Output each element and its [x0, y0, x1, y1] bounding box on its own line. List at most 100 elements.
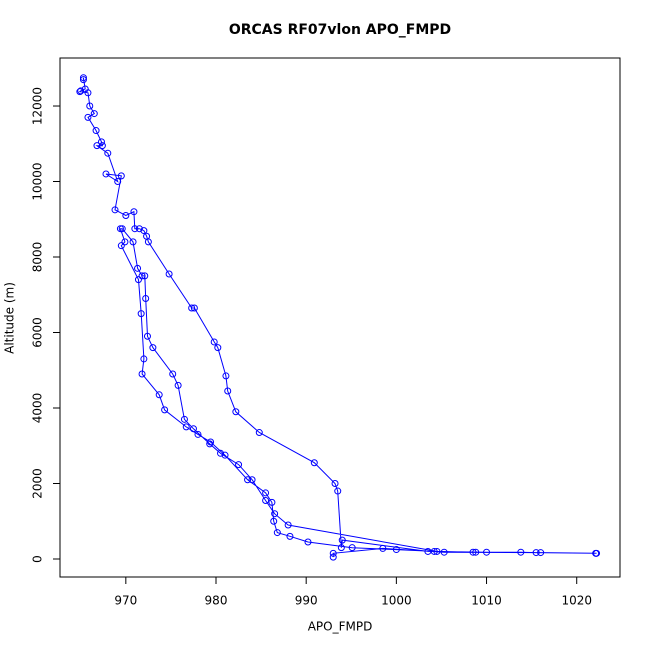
data-point — [248, 476, 256, 484]
data-point — [532, 549, 540, 557]
data-point — [92, 127, 100, 135]
data-point — [517, 548, 525, 556]
x-axis-label: APO_FMPD — [308, 620, 373, 634]
data-point — [174, 381, 182, 389]
data-point — [140, 227, 148, 235]
data-point — [142, 295, 150, 303]
data-point — [140, 355, 148, 363]
data-point — [116, 225, 124, 233]
data-point — [338, 536, 346, 544]
data-point — [118, 225, 126, 233]
y-axis-label: Altitude (m) — [3, 282, 17, 354]
data-point — [155, 391, 163, 399]
data-point — [255, 429, 263, 437]
data-point — [310, 459, 318, 467]
data-point — [161, 406, 169, 414]
data-point — [86, 102, 94, 110]
data-point — [79, 74, 87, 82]
data-point — [77, 87, 85, 95]
data-point — [284, 521, 292, 529]
data-point — [129, 238, 137, 246]
data-point — [270, 517, 278, 525]
data-point — [190, 304, 198, 312]
data-point — [138, 370, 146, 378]
y-tick-label: 8000 — [31, 242, 45, 273]
data-point — [271, 510, 279, 518]
data-point — [273, 529, 281, 537]
data-point — [117, 242, 125, 250]
data-point — [134, 276, 142, 284]
data-point — [469, 548, 477, 556]
data-point — [84, 89, 92, 97]
x-tick-label: 970 — [114, 594, 137, 608]
x-tick-label: 980 — [205, 594, 228, 608]
y-tick-label: 12000 — [31, 87, 45, 125]
data-point — [207, 438, 215, 446]
data-point — [286, 532, 294, 540]
data-point — [104, 149, 112, 157]
data-point — [131, 225, 139, 233]
data-point — [430, 547, 438, 555]
data-point — [111, 206, 119, 214]
data-point — [214, 344, 222, 352]
data-point — [84, 113, 92, 121]
data-point — [232, 408, 240, 416]
data-point — [93, 142, 101, 150]
data-point — [98, 142, 106, 150]
data-point — [79, 76, 87, 84]
data-point — [122, 211, 130, 219]
data-point — [537, 549, 545, 557]
y-tick-label: 6000 — [31, 317, 45, 348]
data-point — [90, 110, 98, 118]
data-point — [433, 547, 441, 555]
data-point — [235, 461, 243, 469]
data-point — [268, 498, 276, 506]
data-point — [262, 489, 270, 497]
data-point — [130, 208, 138, 216]
x-tick-label: 990 — [295, 594, 318, 608]
x-tick-label: 1020 — [561, 594, 592, 608]
plot-frame — [59, 57, 621, 578]
data-point — [117, 172, 125, 180]
data-point — [210, 338, 218, 346]
data-point — [149, 344, 157, 352]
data-point — [217, 449, 225, 457]
data-point — [472, 548, 480, 556]
data-point — [114, 178, 122, 186]
data-point — [143, 332, 151, 340]
data-point — [194, 430, 202, 438]
data-point — [76, 88, 84, 96]
data-point — [102, 170, 110, 178]
data-line — [78, 77, 597, 558]
data-point — [331, 479, 339, 487]
data-point — [138, 272, 146, 280]
x-tick-label: 1010 — [471, 594, 502, 608]
data-point — [440, 548, 448, 556]
data-point — [121, 238, 129, 246]
data-point — [144, 238, 152, 246]
data-point — [180, 415, 188, 423]
data-point — [135, 225, 143, 233]
data-point — [392, 546, 400, 554]
data-point — [134, 264, 142, 272]
data-point — [379, 544, 387, 552]
data-point — [483, 548, 491, 556]
y-tick-label: 10000 — [31, 162, 45, 200]
data-point — [337, 544, 345, 552]
data-point — [304, 538, 312, 546]
data-point — [188, 304, 196, 312]
data-point — [592, 549, 600, 557]
y-tick-label: 0 — [31, 555, 45, 563]
y-tick-label: 4000 — [31, 393, 45, 424]
data-point — [348, 544, 356, 552]
data-point — [224, 387, 232, 395]
data-point — [329, 553, 337, 561]
data-point — [334, 487, 342, 495]
data-point — [137, 310, 145, 318]
y-tick-label: 2000 — [31, 468, 45, 499]
chart-title: ORCAS RF07vlon APO_FMPD — [229, 22, 451, 38]
data-point — [329, 549, 337, 557]
data-point — [222, 372, 230, 380]
data-point — [189, 425, 197, 433]
